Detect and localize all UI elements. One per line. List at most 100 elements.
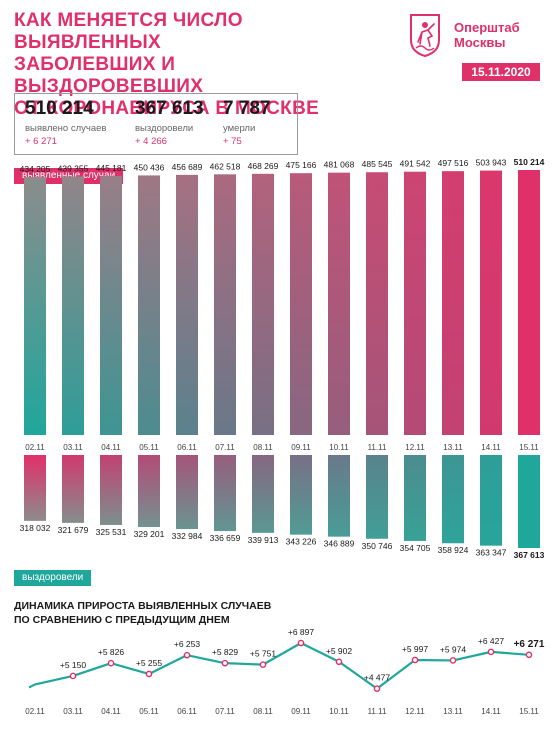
trend-date-label: 03.11: [63, 707, 83, 716]
trend-value-label: +5 902: [326, 646, 353, 656]
trend-value-label: +5 829: [212, 647, 239, 657]
recovered-bar: [290, 455, 312, 535]
date-label: 07.11: [215, 443, 235, 452]
recovered-bar: [328, 455, 350, 537]
case-bar: [442, 171, 464, 436]
trend-value-label: +6 271: [514, 639, 545, 650]
recovered-bar: [404, 455, 426, 541]
recovered-bar: [252, 455, 274, 533]
stat-delta: + 75: [223, 136, 242, 147]
recovered-bar: [62, 455, 84, 523]
date-label: 14.11: [481, 443, 501, 452]
recovered-bar: [176, 455, 198, 530]
case-value-label: 503 943: [476, 158, 507, 168]
trend-date-label: 13.11: [443, 707, 463, 716]
recovered-bar: [24, 455, 46, 521]
case-value-label: 475 166: [286, 160, 317, 170]
stat-cases: 510 214 выявлено случаев + 6 271: [25, 98, 106, 148]
case-value-label: 434 205: [20, 164, 51, 174]
trend-point: [107, 659, 115, 667]
trend-date-label: 15.11: [519, 707, 539, 716]
recovered-bar: [138, 455, 160, 527]
trend-point: [373, 685, 381, 692]
recovered-bar: [214, 455, 236, 532]
stat-value: 510 214: [25, 98, 94, 119]
recovered-value-label: 358 924: [438, 545, 469, 555]
case-value-label: 481 068: [324, 160, 355, 170]
stat-label: выявлено случаев: [25, 123, 107, 134]
trend-point: [525, 651, 533, 659]
recovered-bar: [518, 455, 540, 548]
recovered-value-label: 343 226: [286, 537, 317, 547]
case-bar: [290, 173, 312, 435]
trend-point: [297, 639, 305, 647]
logo-line: Оперштаб: [454, 20, 520, 35]
stat-delta: + 6 271: [25, 136, 57, 147]
trend-date-label: 14.11: [481, 707, 501, 716]
stat-delta: + 4 266: [135, 136, 167, 147]
trend-value-label: +6 427: [478, 636, 505, 646]
date-label: 13.11: [443, 443, 463, 452]
case-value-label: 491 542: [400, 159, 431, 169]
trend-title: ДИНАМИКА ПРИРОСТА ВЫЯВЛЕННЫХ СЛУЧАЕВ ПО …: [14, 599, 374, 627]
trend-date-label: 06.11: [177, 707, 197, 716]
trend-date-label: 04.11: [101, 707, 121, 716]
case-value-label: 439 355: [58, 163, 89, 173]
recovered-bar: [480, 455, 502, 546]
page-title: КАК МЕНЯЕТСЯ ЧИСЛО ВЫЯВЛЕННЫХ ЗАБОЛЕВШИХ…: [14, 10, 354, 120]
trend-date-label: 07.11: [215, 707, 235, 716]
recovered-tag: выздоровели: [14, 570, 92, 586]
date-label: 12.11: [405, 443, 425, 452]
stat-value: 367 613: [135, 98, 204, 119]
date-label: 08.11: [253, 443, 273, 452]
trend-value-label: +6 897: [288, 627, 315, 637]
trend-point: [69, 672, 77, 680]
case-value-label: 456 689: [172, 162, 203, 172]
title-line: КАК МЕНЯЕТСЯ ЧИСЛО ВЫЯВЛЕННЫХ: [14, 10, 243, 53]
trend-point: [145, 670, 153, 678]
trend-value-label: +5 997: [402, 644, 429, 654]
date-label: 03.11: [63, 443, 83, 452]
case-value-label: 445 181: [96, 163, 127, 173]
logo-line: Москвы: [454, 35, 506, 50]
trend-title-line: ПО СРАВНЕНИЮ С ПРЕДЫДУЩИМ ДНЕМ: [14, 614, 230, 626]
date-label: 09.11: [291, 443, 311, 452]
case-bar: [328, 172, 350, 436]
date-label: 06.11: [177, 443, 197, 452]
case-bar: [176, 174, 198, 436]
case-value-label: 485 545: [362, 159, 393, 169]
trend-point: [487, 648, 495, 656]
trend-value-label: +6 253: [174, 639, 201, 649]
stat-deaths: 7 787 умерли + 75: [223, 98, 271, 148]
trend-date-label: 05.11: [139, 707, 159, 716]
stat-value: 7 787: [223, 98, 271, 119]
recovered-value-label: 346 889: [324, 539, 355, 549]
trend-point: [183, 651, 191, 659]
recovered-bar: [366, 455, 388, 539]
case-bar: [518, 170, 540, 435]
operational-headquarters-logo: Оперштаб Москвы: [404, 12, 544, 64]
date-label: 02.11: [25, 443, 45, 452]
recovered-bar: [100, 455, 122, 525]
stat-label: умерли: [223, 123, 256, 134]
date-badge: 15.11.2020: [462, 63, 540, 81]
trend-point: [411, 656, 419, 664]
recovered-value-label: 318 032: [20, 523, 51, 533]
trend-point: [221, 659, 229, 667]
case-value-label: 462 518: [210, 161, 241, 171]
case-bar: [214, 174, 236, 435]
logo-text: Оперштаб Москвы: [454, 20, 520, 50]
case-bar: [100, 175, 122, 435]
recovered-value-label: 336 659: [210, 533, 241, 543]
recovered-bar: [442, 455, 464, 544]
recovered-value-label: 332 984: [172, 531, 203, 541]
case-value-label: 450 436: [134, 162, 165, 172]
trend-date-label: 10.11: [329, 707, 349, 716]
date-label: 10.11: [329, 443, 349, 452]
title-line: ОТ КОРОНАВИРУСА В МОСКВЕ: [14, 98, 320, 119]
recovered-value-label: 363 347: [476, 548, 507, 558]
recovered-value-label: 350 746: [362, 541, 393, 551]
trend-point: [449, 657, 457, 664]
date-label: 15.11: [519, 443, 539, 452]
